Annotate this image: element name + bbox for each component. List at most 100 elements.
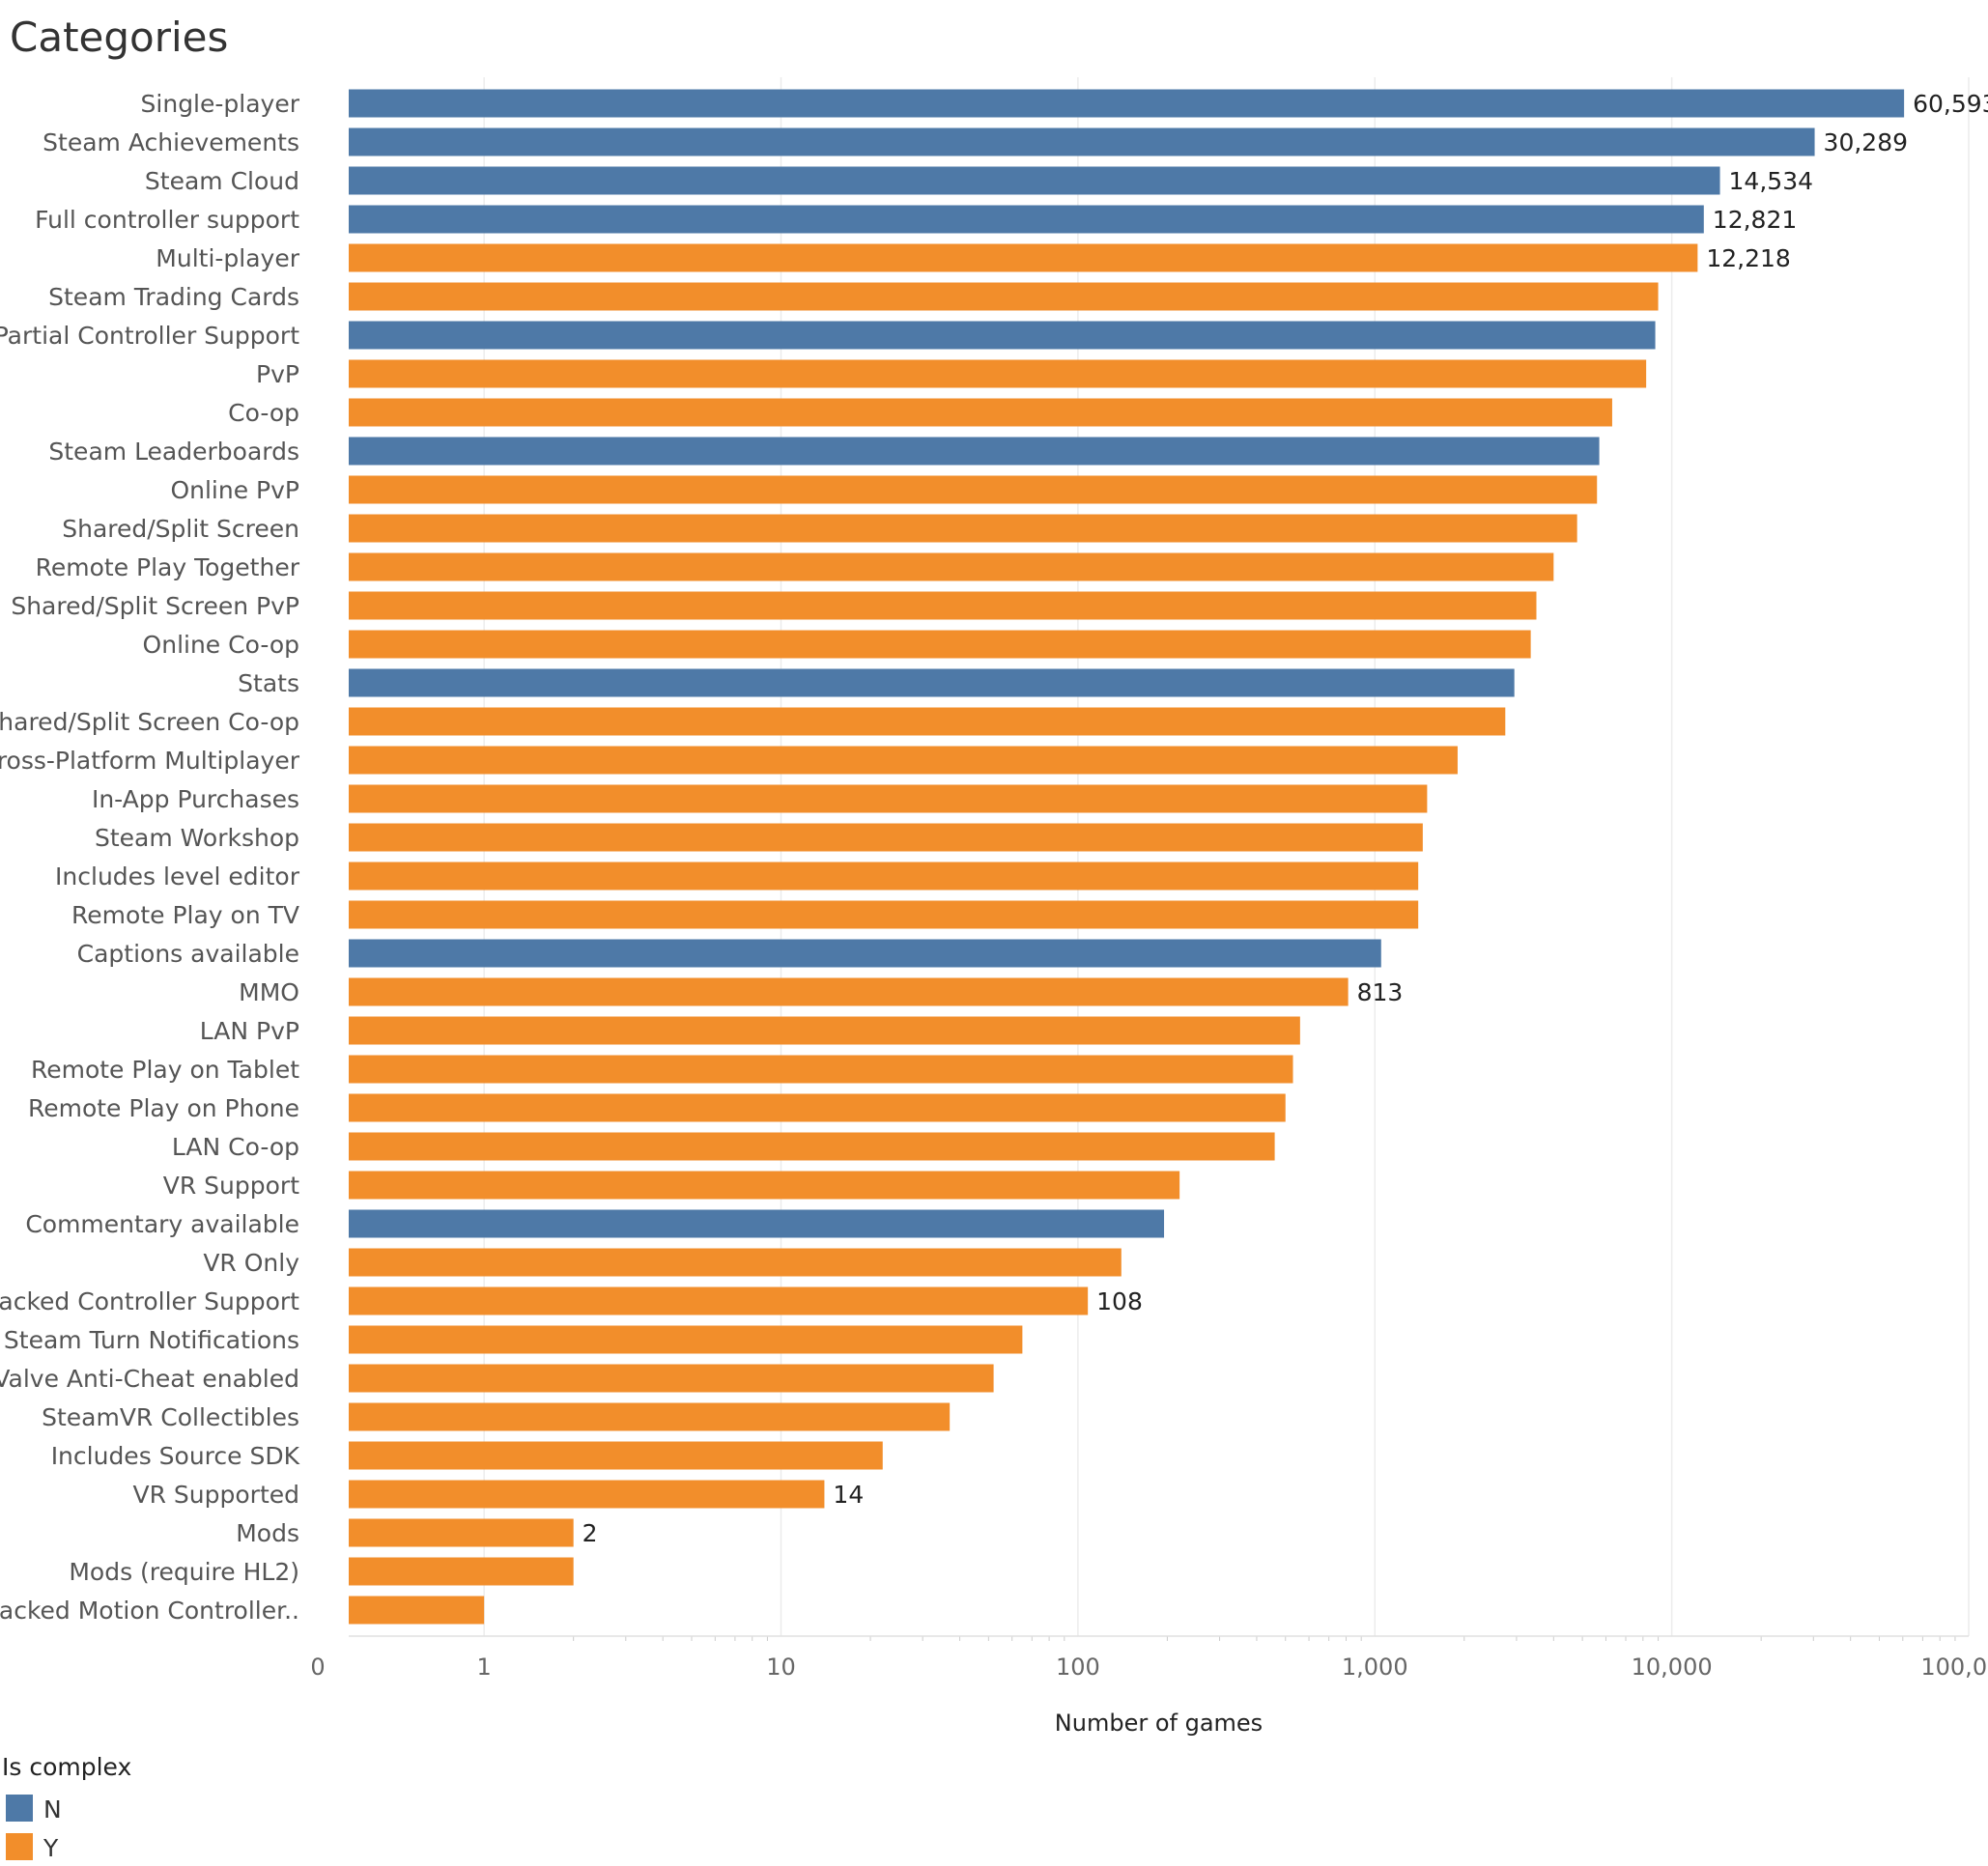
legend-title: Is complex [2, 1753, 131, 1781]
category-label: Tracked Motion Controller.. [0, 1597, 299, 1625]
category-label: Includes Source SDK [51, 1442, 300, 1470]
bar [349, 1441, 883, 1470]
x-tick-label: 100,000 [1920, 1654, 1988, 1681]
category-label: Shared/Split Screen PvP [11, 592, 299, 620]
data-label: 2 [582, 1519, 598, 1547]
x-tick-label: 1,000 [1342, 1654, 1408, 1681]
category-label: Shared/Split Screen Co-op [0, 708, 299, 736]
category-label: Steam Achievements [43, 128, 299, 156]
category-label: VR Supported [133, 1481, 300, 1509]
legend-label: N [43, 1795, 62, 1824]
bar [349, 1055, 1293, 1084]
data-label: 14,534 [1729, 167, 1813, 195]
category-label: Valve Anti-Cheat enabled [0, 1365, 299, 1393]
category-label: Full controller support [35, 206, 299, 234]
bar [349, 1364, 994, 1393]
category-label: Mods (require HL2) [69, 1558, 299, 1586]
category-label: Steam Leaderboards [48, 438, 299, 466]
data-label: 30,289 [1824, 128, 1908, 156]
bar [349, 1132, 1275, 1161]
x-tick-label: 10 [766, 1654, 796, 1681]
data-label: 60,593 [1913, 90, 1988, 118]
bar [349, 1557, 574, 1586]
bar [349, 1518, 574, 1547]
category-label: Partial Controller Support [0, 322, 299, 350]
bar [349, 823, 1423, 852]
bar [349, 1480, 825, 1509]
category-label: Steam Cloud [145, 167, 299, 195]
bar [349, 784, 1428, 813]
category-label: VR Support [163, 1172, 299, 1200]
category-label: Single-player [141, 90, 300, 118]
bar [349, 359, 1647, 388]
category-label: Remote Play Together [36, 553, 300, 581]
category-label: Remote Play on Phone [28, 1094, 299, 1122]
legend-label: Y [43, 1834, 59, 1862]
bar [349, 900, 1419, 929]
bar [349, 862, 1419, 891]
x-tick-label: 0 [310, 1654, 325, 1681]
category-label: Captions available [77, 940, 299, 968]
bar [349, 707, 1506, 736]
category-label: Includes level editor [55, 862, 300, 891]
category-label: Tracked Controller Support [0, 1287, 299, 1315]
category-label: Mods [236, 1519, 299, 1547]
bar [349, 282, 1659, 311]
bar [349, 89, 1905, 118]
data-label: 108 [1096, 1287, 1143, 1315]
data-label: 813 [1357, 978, 1404, 1006]
bar [349, 1093, 1286, 1122]
category-label: Steam Workshop [95, 824, 299, 852]
data-label: 12,821 [1713, 206, 1797, 234]
bar [349, 321, 1656, 350]
category-label: PvP [256, 360, 299, 388]
bar [349, 475, 1598, 504]
bar [349, 205, 1704, 234]
legend-swatch [6, 1795, 33, 1822]
bar [349, 746, 1458, 775]
bar [349, 939, 1381, 968]
bar [349, 127, 1815, 156]
category-label: Steam Trading Cards [48, 283, 299, 311]
bar [349, 630, 1531, 659]
category-label: Multi-player [156, 244, 299, 272]
category-label: Remote Play on TV [71, 901, 299, 929]
bar [349, 166, 1720, 195]
category-label: Cross-Platform Multiplayer [0, 747, 300, 775]
category-label: Remote Play on Tablet [31, 1056, 299, 1084]
x-tick-label: 10,000 [1632, 1654, 1713, 1681]
x-axis-title: Number of games [1055, 1710, 1263, 1737]
bar [349, 1171, 1180, 1200]
category-label: Online PvP [170, 476, 299, 504]
category-label: In-App Purchases [92, 785, 299, 813]
bar [349, 977, 1349, 1006]
data-label: 12,218 [1706, 244, 1790, 272]
bar [349, 243, 1698, 272]
x-tick-label: 1 [477, 1654, 492, 1681]
chart-title: Categories [10, 14, 229, 61]
category-label: MMO [239, 978, 299, 1006]
bar [349, 591, 1537, 620]
bar [349, 668, 1515, 697]
bar [349, 1286, 1089, 1315]
bar [349, 1248, 1122, 1277]
bar [349, 398, 1612, 427]
bar [349, 514, 1577, 543]
bar [349, 1209, 1165, 1238]
category-label: LAN Co-op [172, 1133, 299, 1161]
category-label: Commentary available [25, 1210, 299, 1238]
bar [349, 1596, 485, 1625]
category-label: Online Co-op [143, 631, 299, 659]
category-label: Steam Turn Notifications [4, 1326, 299, 1354]
category-label: LAN PvP [200, 1017, 299, 1045]
bar [349, 1402, 951, 1431]
data-label: 14 [833, 1481, 864, 1509]
category-label: Co-op [228, 399, 299, 427]
bar [349, 1325, 1023, 1354]
bar [349, 1016, 1300, 1045]
legend-swatch [6, 1833, 33, 1860]
bar [349, 552, 1554, 581]
category-label: Stats [238, 669, 299, 697]
